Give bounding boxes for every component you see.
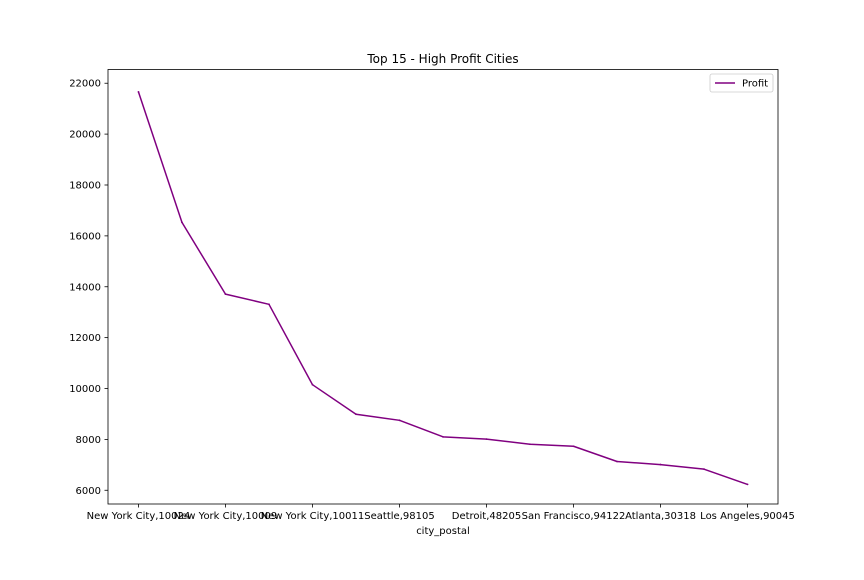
series-layer	[137, 90, 749, 486]
data-point-0-7	[442, 435, 444, 438]
y-tick-label-18000: 18000	[69, 180, 101, 191]
y-tick-label-22000: 22000	[69, 79, 101, 90]
data-point-0-1	[181, 221, 183, 224]
x-tick-label-1: New York City,10009	[174, 511, 278, 522]
y-tick-label-8000: 8000	[76, 435, 101, 446]
data-point-0-11	[616, 460, 618, 463]
x-tick-label-6: Atlanta,30318	[625, 511, 696, 522]
y-axis: 6000 8000 10000 12000 14000 16000 18000 20000 22…	[69, 79, 108, 497]
data-point-0-10	[572, 445, 575, 448]
x-tick-label-7: Los Angeles,90045	[700, 511, 795, 522]
legend-label-profit: Profit	[742, 79, 768, 90]
y-tick-label-12000: 12000	[69, 333, 101, 344]
plot-frame	[107, 69, 779, 505]
x-tick-label-3: Seattle,98105	[364, 511, 434, 522]
y-tick-label-6000: 6000	[76, 486, 101, 497]
x-tick-label-2: New York City,10011	[261, 511, 365, 522]
data-point-0-12	[659, 463, 662, 466]
x-tick-label-0: New York City,10024	[87, 511, 191, 522]
y-tick-label-14000: 14000	[69, 282, 101, 293]
data-point-0-4	[311, 383, 314, 386]
y-tick-label-20000: 20000	[69, 130, 101, 141]
data-point-0-0	[137, 90, 140, 93]
y-tick-label-16000: 16000	[69, 231, 101, 242]
data-point-0-2	[224, 293, 227, 296]
x-axis-label: city_postal	[416, 526, 470, 537]
chart-title: Top 15 - High Profit Cities	[366, 52, 518, 66]
legend: Profit	[709, 73, 774, 93]
data-point-0-6	[398, 419, 401, 422]
data-point-0-5	[355, 413, 357, 416]
y-tick-label-10000: 10000	[69, 384, 101, 395]
data-point-0-14	[746, 483, 749, 486]
x-tick-label-5: San Francisco,94122	[522, 511, 626, 522]
data-point-0-13	[703, 468, 705, 471]
legend-box	[709, 73, 774, 93]
x-tick-label-4: Detroit,48205	[452, 511, 521, 522]
data-point-0-8	[485, 438, 488, 441]
data-point-0-3	[268, 303, 270, 306]
data-point-0-9	[529, 443, 531, 446]
